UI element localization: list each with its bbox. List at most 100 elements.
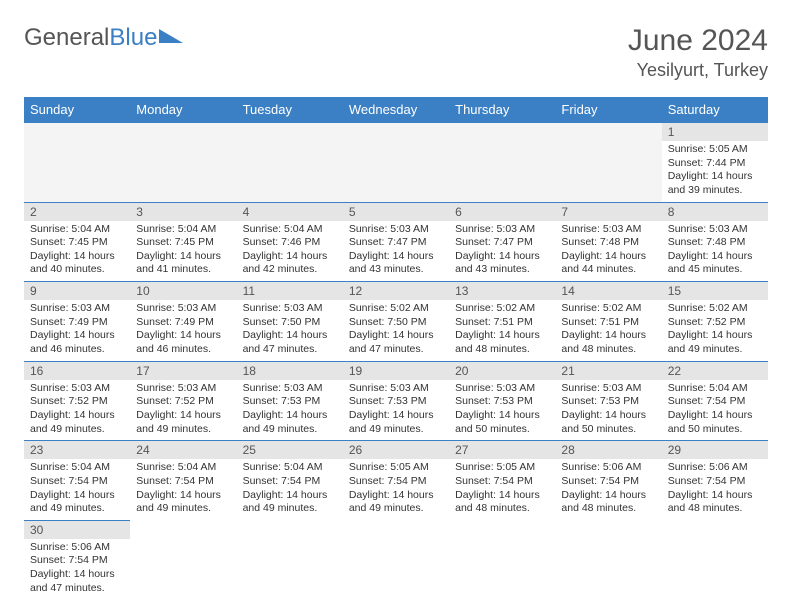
logo-flag-icon [159,29,183,43]
calendar-cell: 21Sunrise: 5:03 AMSunset: 7:53 PMDayligh… [555,361,661,441]
day-number: 5 [343,203,449,221]
sunrise-label: Sunrise: 5:03 AM [561,223,655,237]
calendar-cell: 14Sunrise: 5:02 AMSunset: 7:51 PMDayligh… [555,282,661,362]
calendar-cell: 11Sunrise: 5:03 AMSunset: 7:50 PMDayligh… [237,282,343,362]
sunrise-label: Sunrise: 5:03 AM [243,302,337,316]
daylight-label: Daylight: 14 hours and 50 minutes. [561,409,655,436]
day-info: Sunrise: 5:02 AMSunset: 7:50 PMDaylight:… [343,300,449,361]
sunset-label: Sunset: 7:53 PM [561,395,655,409]
sunset-label: Sunset: 7:54 PM [668,395,762,409]
sunset-label: Sunset: 7:52 PM [30,395,124,409]
calendar-cell [343,123,449,203]
daylight-label: Daylight: 14 hours and 49 minutes. [668,329,762,356]
calendar-cell: 8Sunrise: 5:03 AMSunset: 7:48 PMDaylight… [662,202,768,282]
sunset-label: Sunset: 7:48 PM [668,236,762,250]
calendar-cell [555,520,661,599]
calendar-row: 2Sunrise: 5:04 AMSunset: 7:45 PMDaylight… [24,202,768,282]
weekday-header: Thursday [449,97,555,123]
calendar-cell: 4Sunrise: 5:04 AMSunset: 7:46 PMDaylight… [237,202,343,282]
sunset-label: Sunset: 7:53 PM [243,395,337,409]
sunset-label: Sunset: 7:52 PM [136,395,230,409]
day-info: Sunrise: 5:05 AMSunset: 7:44 PMDaylight:… [662,141,768,202]
calendar-cell: 17Sunrise: 5:03 AMSunset: 7:52 PMDayligh… [130,361,236,441]
logo: GeneralBlue [24,24,183,52]
day-number: 24 [130,441,236,459]
day-info: Sunrise: 5:06 AMSunset: 7:54 PMDaylight:… [24,539,130,600]
day-number: 19 [343,362,449,380]
daylight-label: Daylight: 14 hours and 50 minutes. [455,409,549,436]
calendar-header: Sunday Monday Tuesday Wednesday Thursday… [24,97,768,123]
day-number: 28 [555,441,661,459]
sunset-label: Sunset: 7:48 PM [561,236,655,250]
daylight-label: Daylight: 14 hours and 50 minutes. [668,409,762,436]
day-info: Sunrise: 5:05 AMSunset: 7:54 PMDaylight:… [449,459,555,520]
calendar-cell [237,123,343,203]
day-info: Sunrise: 5:06 AMSunset: 7:54 PMDaylight:… [555,459,661,520]
sunrise-label: Sunrise: 5:03 AM [349,223,443,237]
day-info: Sunrise: 5:03 AMSunset: 7:47 PMDaylight:… [343,221,449,282]
sunset-label: Sunset: 7:54 PM [243,475,337,489]
day-info: Sunrise: 5:04 AMSunset: 7:45 PMDaylight:… [130,221,236,282]
sunset-label: Sunset: 7:47 PM [349,236,443,250]
daylight-label: Daylight: 14 hours and 40 minutes. [30,250,124,277]
daylight-label: Daylight: 14 hours and 48 minutes. [668,489,762,516]
sunset-label: Sunset: 7:54 PM [349,475,443,489]
sunrise-label: Sunrise: 5:04 AM [243,461,337,475]
calendar-table: Sunday Monday Tuesday Wednesday Thursday… [24,97,768,599]
header-row: GeneralBlue June 2024 Yesilyurt, Turkey [24,24,768,81]
sunset-label: Sunset: 7:54 PM [668,475,762,489]
daylight-label: Daylight: 14 hours and 49 minutes. [30,409,124,436]
day-number: 6 [449,203,555,221]
day-info: Sunrise: 5:03 AMSunset: 7:52 PMDaylight:… [130,380,236,441]
weekday-header: Tuesday [237,97,343,123]
sunrise-label: Sunrise: 5:03 AM [455,223,549,237]
title-block: June 2024 Yesilyurt, Turkey [628,24,768,81]
sunrise-label: Sunrise: 5:03 AM [136,382,230,396]
sunrise-label: Sunrise: 5:03 AM [30,302,124,316]
calendar-cell [555,123,661,203]
day-info: Sunrise: 5:03 AMSunset: 7:53 PMDaylight:… [555,380,661,441]
sunrise-label: Sunrise: 5:04 AM [243,223,337,237]
calendar-cell: 7Sunrise: 5:03 AMSunset: 7:48 PMDaylight… [555,202,661,282]
daylight-label: Daylight: 14 hours and 49 minutes. [243,489,337,516]
sunrise-label: Sunrise: 5:05 AM [349,461,443,475]
calendar-cell [449,123,555,203]
weekday-header: Wednesday [343,97,449,123]
sunset-label: Sunset: 7:50 PM [349,316,443,330]
calendar-cell: 2Sunrise: 5:04 AMSunset: 7:45 PMDaylight… [24,202,130,282]
daylight-label: Daylight: 14 hours and 49 minutes. [243,409,337,436]
sunrise-label: Sunrise: 5:03 AM [243,382,337,396]
day-info: Sunrise: 5:03 AMSunset: 7:48 PMDaylight:… [555,221,661,282]
day-info: Sunrise: 5:02 AMSunset: 7:52 PMDaylight:… [662,300,768,361]
day-info: Sunrise: 5:03 AMSunset: 7:50 PMDaylight:… [237,300,343,361]
calendar-cell [130,520,236,599]
sunrise-label: Sunrise: 5:03 AM [668,223,762,237]
daylight-label: Daylight: 14 hours and 48 minutes. [455,329,549,356]
sunset-label: Sunset: 7:51 PM [561,316,655,330]
daylight-label: Daylight: 14 hours and 45 minutes. [668,250,762,277]
day-number: 18 [237,362,343,380]
calendar-cell: 9Sunrise: 5:03 AMSunset: 7:49 PMDaylight… [24,282,130,362]
daylight-label: Daylight: 14 hours and 48 minutes. [455,489,549,516]
daylight-label: Daylight: 14 hours and 48 minutes. [561,329,655,356]
sunset-label: Sunset: 7:46 PM [243,236,337,250]
day-info: Sunrise: 5:03 AMSunset: 7:52 PMDaylight:… [24,380,130,441]
daylight-label: Daylight: 14 hours and 49 minutes. [30,489,124,516]
day-info: Sunrise: 5:04 AMSunset: 7:46 PMDaylight:… [237,221,343,282]
sunset-label: Sunset: 7:50 PM [243,316,337,330]
sunrise-label: Sunrise: 5:05 AM [668,143,762,157]
sunrise-label: Sunrise: 5:04 AM [30,461,124,475]
calendar-cell: 3Sunrise: 5:04 AMSunset: 7:45 PMDaylight… [130,202,236,282]
daylight-label: Daylight: 14 hours and 47 minutes. [349,329,443,356]
sunset-label: Sunset: 7:54 PM [30,475,124,489]
month-title: June 2024 [628,24,768,58]
day-info: Sunrise: 5:04 AMSunset: 7:54 PMDaylight:… [24,459,130,520]
day-number: 11 [237,282,343,300]
day-number: 9 [24,282,130,300]
calendar-cell [237,520,343,599]
calendar-cell [343,520,449,599]
calendar-cell [449,520,555,599]
day-number: 20 [449,362,555,380]
calendar-cell: 30Sunrise: 5:06 AMSunset: 7:54 PMDayligh… [24,520,130,599]
calendar-row: 16Sunrise: 5:03 AMSunset: 7:52 PMDayligh… [24,361,768,441]
